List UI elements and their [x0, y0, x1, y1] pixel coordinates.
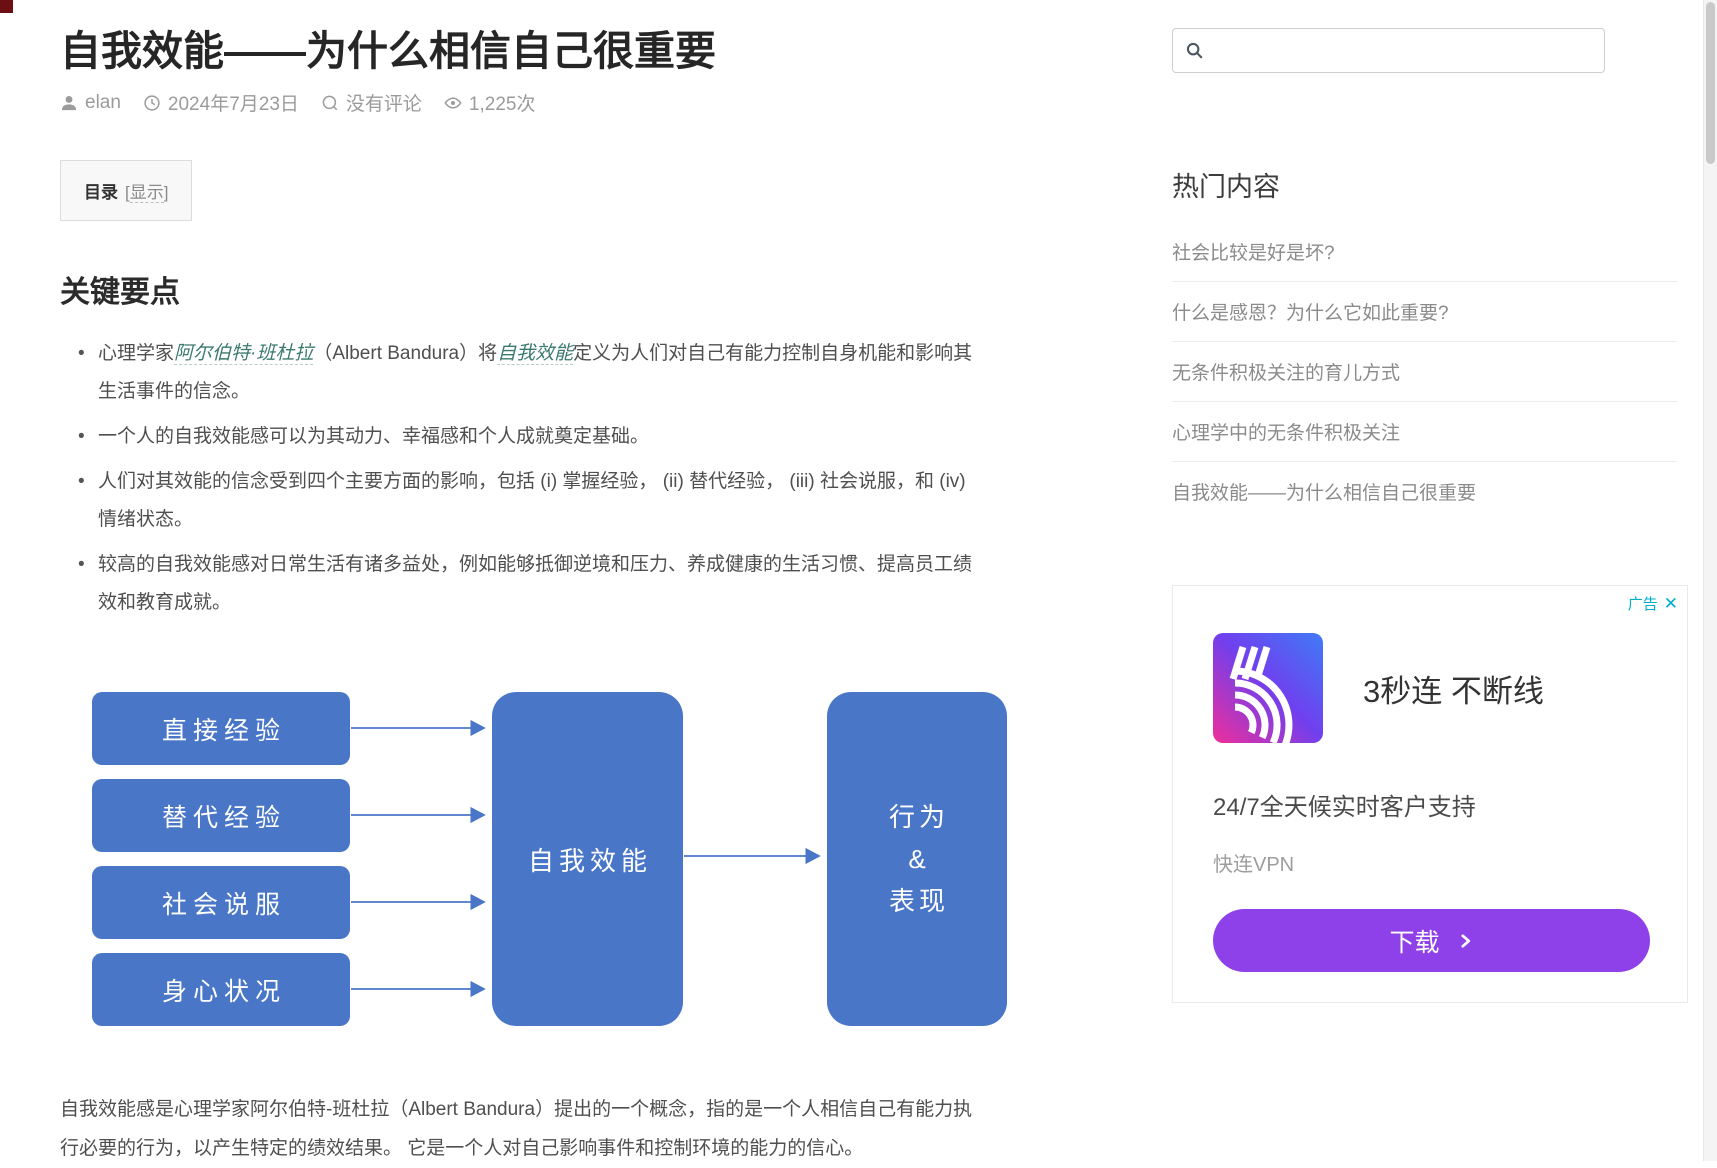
author-icon — [61, 95, 77, 110]
meta-views: 1,225次 — [444, 89, 536, 116]
list-item: 无条件积极关注的育儿方式 — [1172, 342, 1677, 402]
bullet-text: 定义为人们对自己有能力控制自身机能和影响其生活事件的信念。 — [98, 343, 973, 403]
ad-badge: 广告 ✕ — [1628, 593, 1678, 614]
clock-icon — [144, 95, 160, 111]
list-item: 一个人的自我效能感可以为其动力、幸福感和个人成就奠定基础。 — [78, 418, 978, 456]
toc-box: 目录 [显示] — [60, 160, 193, 222]
list-item: 人们对其效能的信念受到四个主要方面的影响，包括 (i) 掌握经验， (ii) 替… — [78, 463, 978, 539]
ad-container: 广告 ✕ 3秒连 不断线 24/7全天候实时客户 — [1172, 585, 1688, 1003]
toc-toggle-link[interactable]: 显示 — [129, 183, 164, 204]
ad-headline[interactable]: 3秒连 不断线 — [1363, 673, 1544, 709]
diagram-box-social-persuasion: 社会说服 — [92, 866, 350, 940]
key-points-heading: 关键要点 — [60, 276, 180, 310]
search-icon — [1186, 42, 1203, 59]
diagram-box-self-efficacy: 自我效能 — [492, 692, 683, 1027]
diagram-output-line: 表现 — [888, 886, 949, 917]
ad-support-text: 24/7全天候实时客户支持 — [1213, 794, 1476, 821]
diagram-arrows — [351, 720, 821, 998]
diagram-output-line: 行为 — [888, 802, 949, 833]
comments-link[interactable]: 没有评论 — [345, 94, 422, 116]
popular-post-link[interactable]: 无条件积极关注的育儿方式 — [1172, 363, 1401, 384]
toc-label: 目录 — [84, 183, 118, 203]
ad-main[interactable]: 3秒连 不断线 — [1213, 633, 1687, 743]
toc-bracket-open: [ — [125, 183, 130, 203]
diagram-box-vicarious-experience: 替代经验 — [92, 779, 350, 853]
list-item: 心理学中的无条件积极关注 — [1172, 402, 1677, 462]
meta-comments: 没有评论 — [321, 89, 422, 116]
popular-post-link[interactable]: 社会比较是好是坏? — [1172, 243, 1335, 264]
toc-bracket-close: ] — [163, 183, 169, 203]
article-column: 自我效能——为什么相信自己很重要 elan 2024年7月23日 没有评论 1,… — [60, 26, 1020, 1168]
list-item: 什么是感恩？为什么它如此重要? — [1172, 282, 1677, 342]
post-date: 2024年7月23日 — [167, 94, 299, 116]
popular-content-heading: 热门内容 — [1172, 172, 1280, 202]
scrollbar-thumb[interactable] — [1706, 2, 1715, 164]
self-efficacy-link[interactable]: 自我效能 — [497, 343, 574, 366]
search-box[interactable] — [1172, 28, 1605, 73]
list-item: 较高的自我效能感对日常生活有诸多益处，例如能够抵御逆境和压力、养成健康的生活习惯… — [78, 546, 978, 622]
popular-post-link[interactable]: 心理学中的无条件积极关注 — [1172, 423, 1401, 444]
vpn-logo-arcs — [1229, 645, 1293, 743]
ad-label[interactable]: 广告 — [1627, 596, 1658, 613]
list-item: 社会比较是好是坏? — [1172, 222, 1677, 282]
search-input[interactable] — [1213, 40, 1592, 61]
list-item: 自我效能——为什么相信自己很重要 — [1172, 462, 1677, 521]
author-link[interactable]: elan — [85, 91, 121, 113]
self-efficacy-diagram: 直接经验 替代经验 社会说服 身心状况 自我效能 行为 & 表现 — [60, 684, 1020, 1036]
diagram-box-direct-experience: 直接经验 — [92, 692, 350, 766]
popular-post-link[interactable]: 什么是感恩？为什么它如此重要? — [1172, 303, 1449, 324]
meta-date: 2024年7月23日 — [143, 89, 299, 116]
popular-posts-list: 社会比较是好是坏? 什么是感恩？为什么它如此重要? 无条件积极关注的育儿方式 心… — [1172, 222, 1677, 521]
download-button[interactable]: 下载 — [1213, 909, 1650, 972]
scrollbar[interactable] — [1703, 0, 1717, 1161]
views-eye-icon — [444, 97, 462, 109]
diagram-box-physical-state: 身心状况 — [92, 953, 350, 1027]
bullet-text: （Albert Bandura）将 — [313, 343, 498, 365]
ad-brand-name: 快连VPN — [1213, 854, 1295, 876]
diagram-output-line: & — [908, 844, 930, 875]
ad-close-icon[interactable]: ✕ — [1663, 594, 1678, 613]
corner-artifact — [0, 0, 13, 13]
closing-paragraph: 自我效能感是心理学家阿尔伯特-班杜拉（Albert Bandura）提出的一个概… — [60, 1099, 973, 1160]
bullet-text: 心理学家 — [98, 343, 175, 365]
page-title: 自我效能——为什么相信自己很重要 — [60, 28, 716, 74]
download-button-label: 下载 — [1389, 928, 1440, 957]
comments-icon — [322, 95, 338, 111]
list-item: 心理学家阿尔伯特·班杜拉（Albert Bandura）将自我效能定义为人们对自… — [78, 335, 978, 411]
sidebar: 热门内容 社会比较是好是坏? 什么是感恩？为什么它如此重要? 无条件积极关注的育… — [1172, 28, 1688, 1003]
view-count: 1,225次 — [468, 94, 536, 116]
popular-post-link[interactable]: 自我效能——为什么相信自己很重要 — [1172, 483, 1477, 504]
key-points-list: 心理学家阿尔伯特·班杜拉（Albert Bandura）将自我效能定义为人们对自… — [60, 335, 1020, 622]
vpn-app-logo[interactable] — [1213, 633, 1323, 743]
post-meta: elan 2024年7月23日 没有评论 1,225次 — [60, 89, 1020, 116]
meta-author: elan — [60, 92, 121, 114]
diagram-box-behavior-performance: 行为 & 表现 — [827, 692, 1007, 1027]
chevron-right-icon — [1460, 933, 1470, 948]
bandura-link[interactable]: 阿尔伯特·班杜拉 — [174, 343, 314, 366]
